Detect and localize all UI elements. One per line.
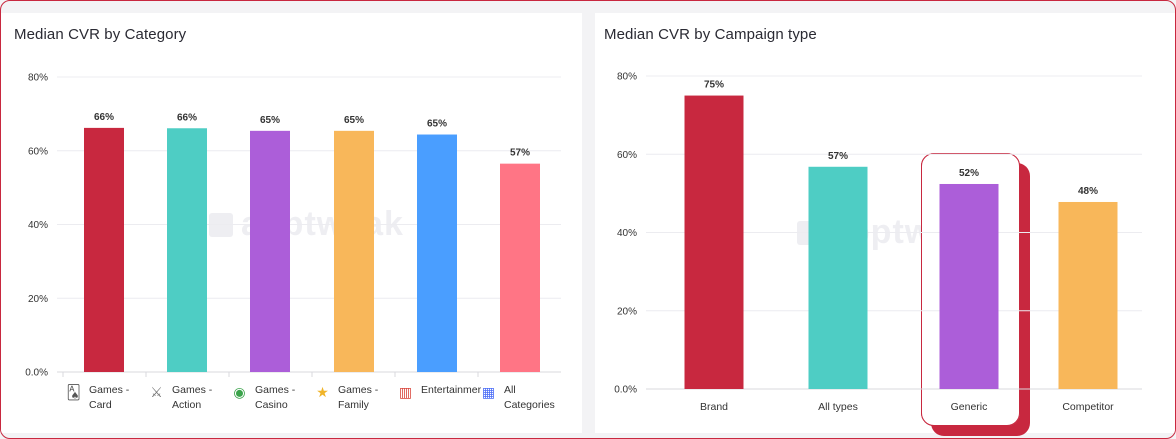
cards-icon: 🂡	[66, 384, 81, 400]
bar-generic[interactable]	[939, 183, 999, 389]
bar-games-family[interactable]	[334, 130, 374, 372]
y-tick-label: 0.0%	[25, 368, 48, 379]
category-chart-panel: Median CVR by Category apptweak 0.0% 20% 4…	[1, 13, 582, 433]
y-tick-label: 80%	[28, 73, 48, 84]
data-label: 57%	[510, 148, 530, 159]
bar-all-categories[interactable]	[500, 163, 540, 372]
y-tick-label: 20%	[617, 306, 637, 317]
x-tick-label: All types	[818, 401, 858, 413]
x-tick-label: Generic	[951, 401, 988, 413]
data-label: 57%	[828, 151, 848, 162]
x-category-label: ⚔ Games - Action	[147, 383, 224, 413]
category-chart-title: Median CVR by Category	[14, 26, 187, 43]
x-category-text: Games - Action	[172, 384, 213, 411]
y-tick-label: 40%	[28, 220, 48, 231]
category-bar-chart: 0.0% 20% 40% 60% 80% 66% 66% 65% 65% 65% 57%	[25, 73, 561, 379]
family-stars-icon: ★	[316, 384, 329, 400]
data-label: 66%	[94, 112, 114, 123]
data-label: 75%	[704, 80, 724, 91]
bar-all-types[interactable]	[808, 166, 868, 389]
data-label: 65%	[260, 115, 280, 126]
campaign-chart-title: Median CVR by Campaign type	[604, 26, 817, 43]
x-category-label: ◉ Games - Casino	[230, 383, 307, 413]
bar-competitor[interactable]	[1058, 201, 1118, 389]
data-label: 48%	[1078, 186, 1098, 197]
data-label: 66%	[177, 112, 197, 123]
campaign-chart-panel: Median CVR by Campaign type apptweak 0.0…	[595, 13, 1175, 433]
x-category-text: Entertainmer	[421, 384, 482, 396]
x-category-label: 🂡 Games - Card	[64, 383, 141, 413]
data-label: 52%	[959, 168, 979, 179]
grid-icon: ▦	[481, 384, 496, 400]
y-tick-label: 20%	[28, 294, 48, 305]
casino-chips-icon: ◉	[233, 384, 246, 400]
bar-entertainment[interactable]	[417, 134, 457, 372]
bar-games-action[interactable]	[167, 128, 207, 372]
x-category-text: Games - Card	[89, 384, 130, 411]
x-tick-label: Brand	[700, 401, 728, 413]
y-tick-label: 80%	[617, 72, 637, 83]
x-category-label: ▥ Entertainmer	[396, 383, 482, 402]
swords-icon: ⚔	[150, 384, 163, 400]
y-tick-label: 0.0%	[614, 385, 637, 396]
popcorn-icon: ▥	[398, 384, 413, 400]
y-tick-label: 60%	[28, 146, 48, 157]
y-tick-label: 40%	[617, 228, 637, 239]
bar-brand[interactable]	[684, 95, 744, 389]
x-category-label: ★ Games - Family	[313, 383, 390, 413]
y-tick-label: 60%	[617, 150, 637, 161]
data-label: 65%	[344, 115, 364, 126]
data-label: 65%	[427, 119, 447, 130]
campaign-bar-chart: 0.0% 20% 40% 60% 80% 75% Brand 57% All types 52% G…	[614, 72, 1142, 413]
x-category-text: Games - Family	[338, 384, 379, 411]
x-category-text: All Categories	[504, 384, 555, 411]
bar-games-casino[interactable]	[250, 130, 290, 372]
x-tick-label: Competitor	[1062, 401, 1114, 413]
x-category-text: Games - Casino	[255, 384, 296, 411]
bar-games-card[interactable]	[84, 127, 124, 372]
x-category-label: ▦ All Categories	[479, 383, 556, 413]
